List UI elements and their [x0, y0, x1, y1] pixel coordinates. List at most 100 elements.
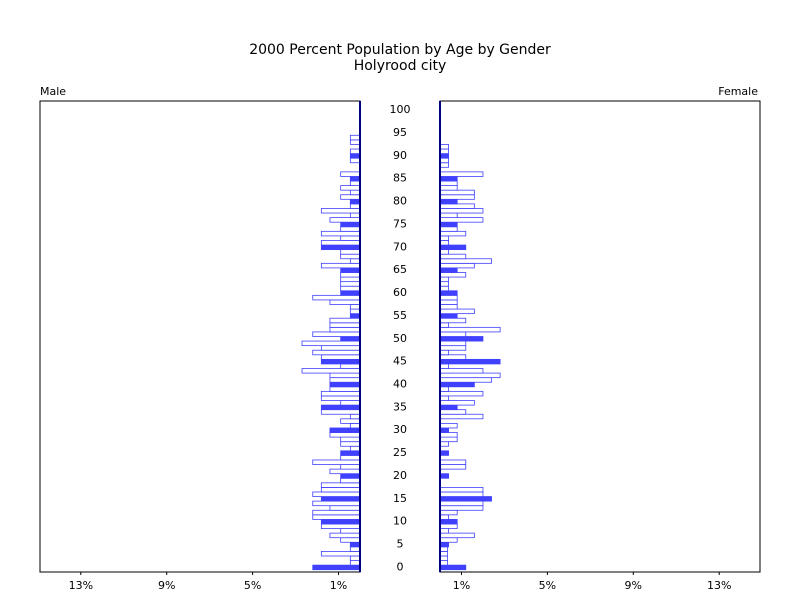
bar	[439, 537, 458, 543]
age-label: 60	[393, 286, 407, 299]
bar	[320, 496, 361, 502]
bar	[439, 413, 484, 420]
bar	[439, 450, 449, 456]
bar	[439, 189, 475, 196]
bar	[349, 189, 361, 196]
bar	[439, 564, 467, 571]
bar	[439, 386, 449, 392]
bar	[340, 400, 361, 406]
bar	[439, 212, 458, 219]
bar	[301, 368, 361, 374]
bar	[349, 560, 361, 566]
bar	[312, 491, 361, 497]
bar	[312, 331, 361, 337]
bar	[439, 326, 501, 333]
bar	[349, 148, 361, 154]
bar	[439, 349, 449, 356]
bar	[349, 139, 361, 145]
bar	[312, 349, 361, 356]
bar	[439, 194, 475, 200]
bar	[439, 505, 484, 511]
bar	[312, 514, 361, 520]
age-label: 0	[397, 560, 404, 573]
age-label: 30	[393, 423, 407, 436]
bar	[439, 390, 484, 397]
bar	[340, 285, 361, 292]
bar	[340, 436, 361, 443]
bar	[439, 272, 467, 278]
bar	[340, 454, 361, 461]
bar	[439, 500, 484, 507]
age-label: 40	[393, 378, 407, 391]
bar	[439, 294, 458, 301]
bar	[439, 459, 467, 465]
bar	[439, 381, 475, 388]
bar	[439, 560, 448, 566]
bar	[320, 404, 361, 411]
age-label: 25	[393, 446, 407, 459]
bar	[320, 262, 361, 269]
panel-label: Male	[40, 85, 66, 98]
bar	[349, 546, 361, 552]
age-label: 85	[393, 172, 407, 185]
bar	[439, 171, 484, 177]
bar	[340, 473, 361, 479]
bar	[439, 473, 449, 479]
age-label: 95	[393, 126, 407, 139]
bar	[329, 532, 361, 539]
bar	[439, 217, 484, 223]
chart-subtitle: Holyrood city	[354, 58, 447, 74]
bar	[439, 436, 458, 443]
age-label: 15	[393, 492, 407, 505]
bar	[439, 208, 484, 214]
bar	[439, 235, 449, 241]
bar	[329, 468, 361, 475]
bar	[439, 432, 458, 438]
bar	[439, 198, 458, 205]
bar	[439, 441, 449, 447]
bar	[439, 148, 449, 154]
bar	[439, 368, 484, 374]
male-panel	[39, 100, 361, 573]
age-label: 10	[393, 515, 407, 528]
bar	[320, 240, 361, 246]
bar	[340, 185, 361, 191]
bar	[340, 537, 361, 543]
bar	[439, 331, 467, 337]
x-tick-label: 1%	[453, 579, 470, 592]
bar	[340, 267, 361, 273]
bar	[349, 555, 361, 561]
age-label: 70	[393, 240, 407, 253]
bar	[312, 294, 361, 301]
bar	[340, 477, 361, 484]
x-tick-label: 9%	[158, 579, 175, 592]
bar	[329, 317, 361, 324]
bar	[320, 523, 361, 529]
x-tick-label: 13%	[707, 579, 731, 592]
bar	[320, 358, 361, 365]
bar	[439, 304, 458, 310]
bar	[340, 226, 361, 232]
bar	[439, 180, 458, 186]
bar	[320, 345, 361, 351]
bar	[439, 253, 467, 260]
bar	[439, 409, 467, 415]
bar	[439, 377, 492, 383]
bar	[439, 317, 467, 324]
bar	[439, 281, 449, 287]
bar	[439, 551, 448, 557]
bar	[329, 505, 361, 511]
age-label: 20	[393, 469, 407, 482]
bar	[349, 308, 361, 315]
bar	[349, 176, 361, 182]
bar	[439, 267, 458, 273]
bar	[439, 427, 449, 433]
bar	[439, 249, 449, 255]
bar	[340, 363, 361, 369]
bar	[439, 157, 449, 164]
bar	[439, 322, 449, 328]
bar	[320, 519, 361, 525]
bar	[439, 395, 449, 401]
bar	[439, 240, 449, 246]
bar	[439, 226, 458, 232]
